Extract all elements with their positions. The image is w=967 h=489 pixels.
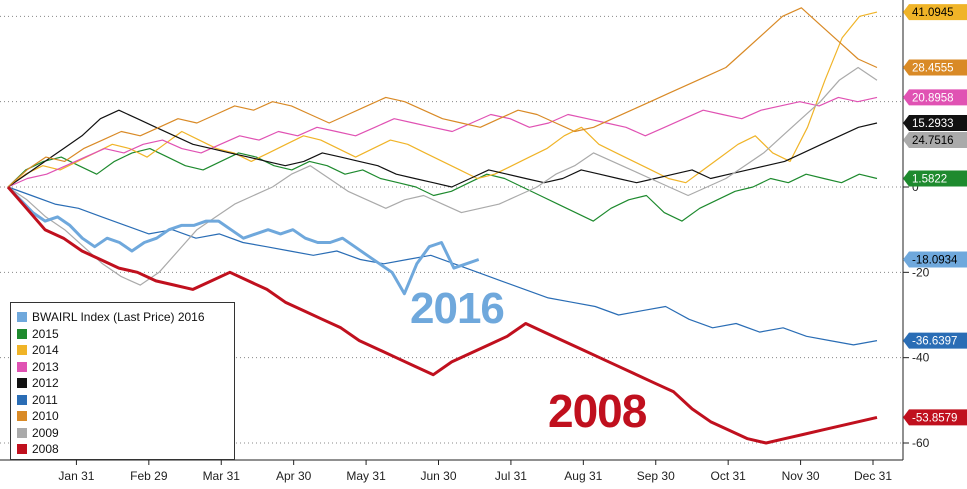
series-line-2015: [7, 148, 878, 222]
legend-label: 2010: [32, 409, 59, 424]
legend-label: 2013: [32, 359, 59, 374]
x-tick-label: Oct 31: [710, 469, 746, 483]
end-tag-label: 1.5822: [912, 173, 947, 185]
x-tick-label: Jul 31: [495, 469, 527, 483]
end-tag: 1.5822: [903, 170, 967, 187]
y-tick-label: -60: [912, 436, 930, 450]
series-lines: [6, 7, 878, 445]
legend-swatch: [17, 328, 27, 339]
end-tag-bg: [903, 115, 967, 131]
x-tick-label: Sep 30: [637, 469, 675, 483]
end-tag-label: 24.7516: [912, 135, 954, 147]
legend-swatch: [17, 345, 27, 356]
series-line-2011: [7, 186, 878, 346]
x-axis-ticks: Jan 31 Feb 29 Mar 31 Apr 30 May 31 Jun 30 Jul …: [58, 460, 892, 483]
legend-item: 2011: [17, 392, 230, 409]
end-tag-label: -36.6397: [912, 336, 957, 348]
end-tag-bg: [903, 132, 967, 148]
end-tag: 28.4555: [903, 59, 967, 76]
y-axis-ticks: -60 -40 -20 0: [903, 180, 930, 450]
legend-item: 2013: [17, 359, 230, 376]
annotation-2008: 2008: [548, 385, 647, 437]
legend-swatch: [17, 411, 27, 422]
end-tag-label: 20.8958: [912, 92, 954, 104]
legend-swatch: [17, 312, 27, 323]
x-tick-label: Apr 30: [276, 469, 312, 483]
end-tag-bg: [903, 251, 967, 268]
legend-item: 2012: [17, 375, 230, 392]
end-tag-bg: [903, 332, 967, 349]
x-tick-label: May 31: [346, 469, 386, 483]
legend-swatch: [17, 378, 27, 389]
end-tag: 41.0945: [903, 4, 967, 21]
legend-swatch: [17, 427, 27, 438]
series-line-2013: [7, 96, 878, 188]
x-tick-label: Jan 31: [58, 469, 94, 483]
series-line-2014: [7, 11, 878, 188]
x-tick-label: Mar 31: [203, 469, 241, 483]
end-tag-bg: [903, 170, 967, 187]
legend-label: BWAIRL Index (Last Price) 2016: [32, 310, 205, 325]
legend-label: 2008: [32, 442, 59, 457]
legend-item: 2010: [17, 408, 230, 425]
end-tag-bg: [903, 4, 967, 21]
x-tick-label: Feb 29: [130, 469, 168, 483]
legend-item: 2009: [17, 425, 230, 442]
series-line-2010: [7, 7, 878, 188]
annotation-2016: 2016: [410, 284, 505, 333]
x-tick-label: Aug 31: [564, 469, 602, 483]
legend-swatch: [17, 361, 27, 372]
y-tick-label: -20: [912, 265, 930, 279]
legend-label: 2015: [32, 326, 59, 341]
end-tag: -53.8579: [903, 409, 967, 426]
end-tag-label: 28.4555: [912, 63, 954, 75]
end-tag: 24.7516: [903, 132, 967, 148]
legend: BWAIRL Index (Last Price) 2016 2015 2014 20…: [10, 302, 235, 460]
legend-label: 2009: [32, 425, 59, 440]
axes: [0, 0, 904, 461]
series-line-2012: [7, 109, 878, 188]
legend-item: BWAIRL Index (Last Price) 2016: [17, 309, 230, 326]
series-line-2008: [6, 186, 878, 445]
end-tag-label: 15.2933: [912, 118, 954, 130]
end-tag-label: -53.8579: [912, 412, 957, 424]
end-value-tags: -18.0934 1.5822 41.0945 20.8958 15.2933 -36.6…: [903, 4, 967, 426]
legend-item: 2014: [17, 342, 230, 359]
end-tag-label: -18.0934: [912, 255, 958, 267]
end-tag: -36.6397: [903, 332, 967, 349]
legend-label: 2012: [32, 376, 59, 391]
y-tick-label: -40: [912, 351, 930, 365]
end-tag-bg: [903, 59, 967, 76]
series-line-2009: [7, 66, 878, 286]
legend-label: 2011: [32, 392, 58, 407]
x-tick-label: Jun 30: [420, 469, 456, 483]
end-tag: -18.0934: [903, 251, 967, 268]
legend-swatch: [17, 394, 27, 405]
x-tick-label: Dec 31: [854, 469, 892, 483]
end-tag-label: 41.0945: [912, 7, 954, 19]
legend-item: 2015: [17, 326, 230, 343]
legend-label: 2014: [32, 343, 59, 358]
y-tick-label: 0: [912, 180, 919, 194]
x-tick-label: Nov 30: [782, 469, 820, 483]
legend-swatch: [17, 444, 27, 455]
end-tag: 15.2933: [903, 115, 967, 131]
series-line-bwairl-index-last-price-2016: [6, 185, 480, 296]
legend-item: 2008: [17, 441, 230, 458]
end-tag: 20.8958: [903, 89, 967, 106]
end-tag-bg: [903, 89, 967, 106]
end-tag-bg: [903, 409, 967, 426]
